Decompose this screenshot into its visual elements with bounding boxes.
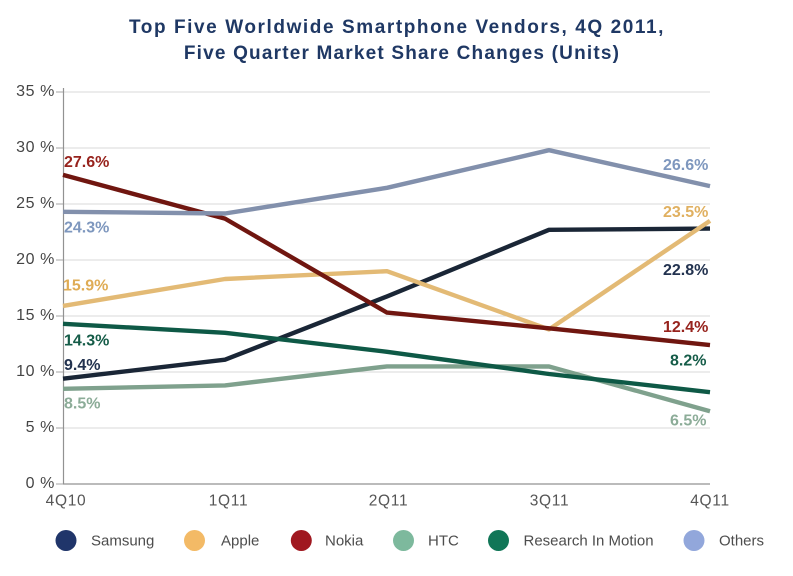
svg-text:5 %: 5 % xyxy=(26,419,55,436)
svg-text:3Q11: 3Q11 xyxy=(530,493,570,510)
svg-text:8.2%: 8.2% xyxy=(670,353,706,370)
svg-text:Apple: Apple xyxy=(221,533,259,550)
svg-text:20 %: 20 % xyxy=(16,251,55,268)
svg-text:6.5%: 6.5% xyxy=(670,413,706,430)
svg-text:27.6%: 27.6% xyxy=(64,154,109,171)
svg-text:HTC: HTC xyxy=(428,533,459,550)
svg-text:23.5%: 23.5% xyxy=(663,204,708,221)
svg-text:8.5%: 8.5% xyxy=(64,396,100,413)
svg-text:0 %: 0 % xyxy=(26,475,55,492)
svg-text:Nokia: Nokia xyxy=(325,533,364,550)
svg-text:22.8%: 22.8% xyxy=(663,262,708,279)
svg-text:25 %: 25 % xyxy=(16,195,55,212)
svg-text:26.6%: 26.6% xyxy=(663,157,708,174)
svg-text:Five Quarter Market Share Chan: Five Quarter Market Share Changes (Units… xyxy=(184,43,620,64)
svg-text:1Q11: 1Q11 xyxy=(209,493,249,510)
svg-text:Top Five Worldwide Smartphone: Top Five Worldwide Smartphone Vendors, 4… xyxy=(129,17,665,38)
svg-text:9.4%: 9.4% xyxy=(64,357,100,374)
svg-text:30 %: 30 % xyxy=(16,139,55,156)
svg-text:4Q10: 4Q10 xyxy=(46,493,87,510)
svg-text:2Q11: 2Q11 xyxy=(369,493,409,510)
svg-text:15 %: 15 % xyxy=(16,307,55,324)
svg-text:24.3%: 24.3% xyxy=(64,220,109,237)
svg-text:35 %: 35 % xyxy=(16,83,55,100)
svg-text:Others: Others xyxy=(719,533,764,550)
svg-text:4Q11: 4Q11 xyxy=(690,493,730,510)
svg-text:10 %: 10 % xyxy=(16,363,55,380)
svg-text:15.9%: 15.9% xyxy=(63,278,108,295)
svg-text:Research In Motion: Research In Motion xyxy=(524,533,654,550)
svg-text:12.4%: 12.4% xyxy=(663,319,708,336)
svg-text:14.3%: 14.3% xyxy=(64,332,109,349)
svg-text:Samsung: Samsung xyxy=(91,533,154,550)
